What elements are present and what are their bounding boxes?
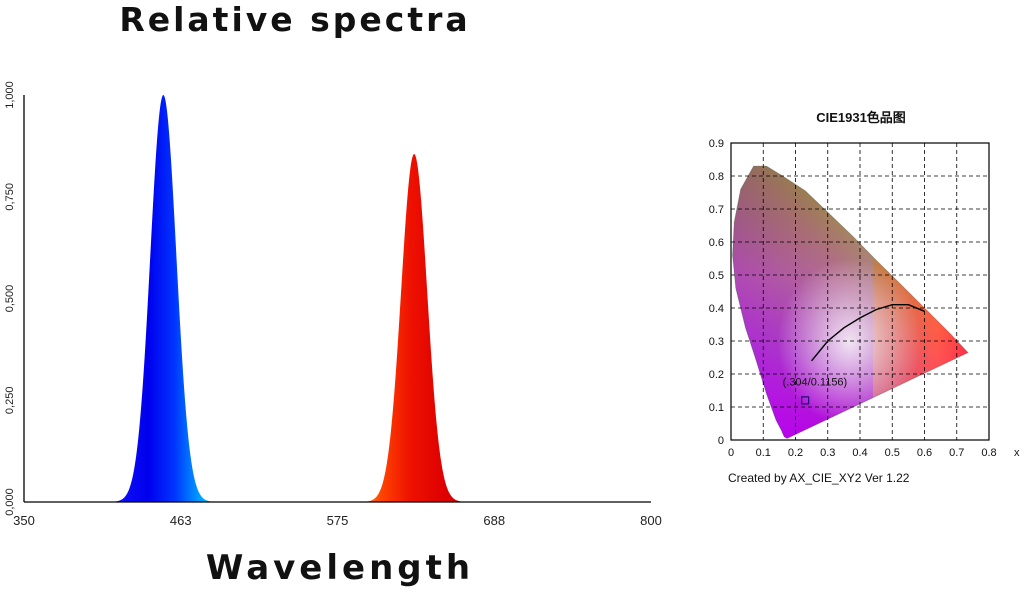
- cie-y-tick: 0.6: [709, 237, 724, 249]
- cie-x-tick: 0: [728, 447, 734, 459]
- cie-x-tick: 0.2: [788, 447, 803, 459]
- cie-measured-point: [801, 396, 810, 405]
- cie-y-tick: 0.4: [709, 303, 724, 315]
- spectra-x-axis-label: Wavelength: [205, 548, 475, 588]
- spectra-x-tick: 800: [640, 513, 662, 528]
- cie-y-tick: 0.2: [709, 369, 724, 381]
- cie-point-label: (.304/0.1156): [783, 377, 848, 389]
- spectra-y-tick: 0,500: [4, 285, 16, 313]
- cie-x-tick: 0.6: [917, 447, 932, 459]
- spectra-x-tick: 688: [483, 513, 505, 528]
- cie-footer: Created by AX_CIE_XY2 Ver 1.22: [728, 471, 910, 485]
- spectrum-peak-2: [362, 154, 467, 503]
- spectra-chart: 350 463 575 688 800 0,000 0,250 0,500 0,750 1,00…: [4, 81, 662, 528]
- cie-chart-title: CIE1931色品图: [816, 110, 906, 125]
- cie-x-tick: 0.4: [852, 447, 867, 459]
- cie-y-tick: 0.5: [709, 270, 724, 282]
- spectra-y-tick: 1,000: [4, 81, 16, 109]
- cie-x-tick: 0.8: [981, 447, 996, 459]
- spectrum-peak-1: [111, 95, 216, 502]
- cie-x-tick: 0.5: [885, 447, 900, 459]
- cie-y-tick: 0.3: [709, 336, 724, 348]
- spectra-chart-title: Relative spectra: [119, 0, 471, 39]
- spectra-x-tick: 575: [327, 513, 349, 528]
- spectra-x-tick: 463: [170, 513, 192, 528]
- cie-y-tick: 0.8: [709, 171, 724, 183]
- cie-y-tick: 0.7: [709, 204, 724, 216]
- spectra-x-tick: 350: [13, 513, 35, 528]
- cie-y-tick: 0.1: [709, 402, 724, 414]
- cie-y-tick: 0.9: [709, 138, 724, 150]
- cie-x-axis-symbol: x: [1014, 447, 1020, 459]
- spectral-locus: [732, 165, 969, 439]
- spectra-y-tick: 0,000: [4, 488, 16, 516]
- cie-x-tick: 0.1: [756, 447, 771, 459]
- cie-y-tick: 0: [718, 435, 724, 447]
- planckian-locus-curve: [811, 304, 925, 362]
- spectra-y-tick: 0,750: [4, 183, 16, 211]
- spectra-y-tick: 0,250: [4, 387, 16, 415]
- cie-x-tick: 0.7: [949, 447, 964, 459]
- cie-x-tick: 0.3: [820, 447, 835, 459]
